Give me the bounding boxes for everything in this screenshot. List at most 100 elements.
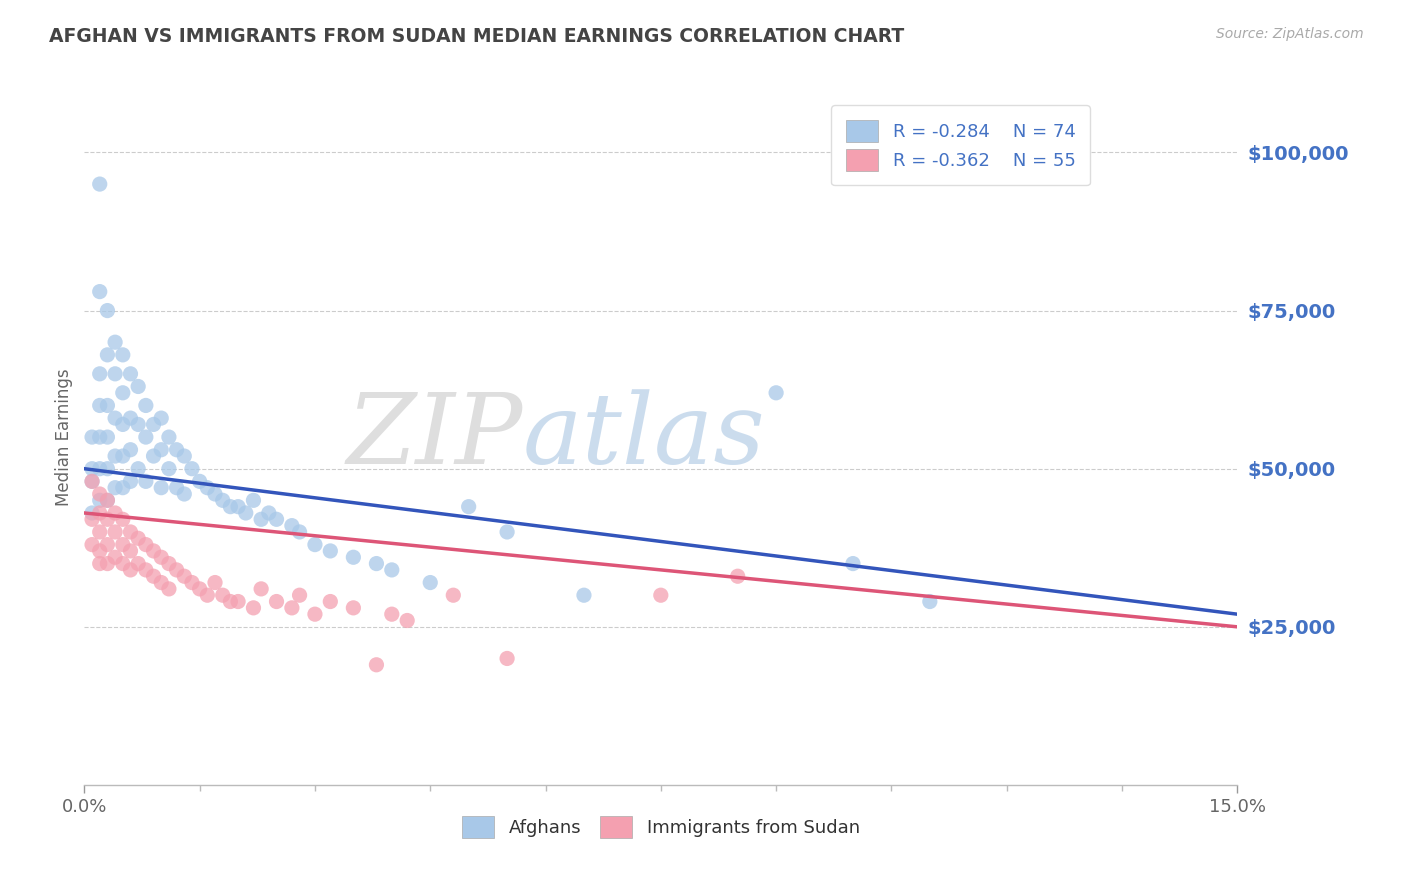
Point xyxy=(195,481,218,495)
Point xyxy=(80,461,103,475)
Point xyxy=(304,607,326,622)
Point xyxy=(150,481,173,495)
Point xyxy=(166,442,188,457)
Point xyxy=(219,594,242,608)
Point xyxy=(918,594,941,608)
Point xyxy=(195,588,218,602)
Point xyxy=(342,600,364,615)
Point xyxy=(96,430,118,444)
Point xyxy=(226,594,249,608)
Point xyxy=(572,588,595,602)
Point xyxy=(89,524,111,539)
Point xyxy=(157,557,180,571)
Point xyxy=(727,569,749,583)
Point xyxy=(89,285,111,299)
Point xyxy=(89,430,111,444)
Point xyxy=(135,563,157,577)
Point xyxy=(457,500,479,514)
Point xyxy=(204,487,226,501)
Point xyxy=(342,550,364,565)
Point xyxy=(142,449,165,463)
Point xyxy=(96,493,118,508)
Text: ZIP: ZIP xyxy=(346,390,523,484)
Point xyxy=(127,531,149,545)
Point xyxy=(89,487,111,501)
Point xyxy=(120,524,142,539)
Point xyxy=(104,367,127,381)
Point xyxy=(765,385,787,400)
Point xyxy=(166,563,188,577)
Point xyxy=(111,557,134,571)
Point xyxy=(96,538,118,552)
Point xyxy=(96,303,118,318)
Point xyxy=(111,417,134,432)
Point xyxy=(120,442,142,457)
Legend: Afghans, Immigrants from Sudan: Afghans, Immigrants from Sudan xyxy=(447,802,875,853)
Point xyxy=(157,430,180,444)
Point xyxy=(142,544,165,558)
Point xyxy=(127,557,149,571)
Point xyxy=(104,449,127,463)
Point xyxy=(381,563,404,577)
Point xyxy=(120,411,142,425)
Point xyxy=(396,614,419,628)
Point xyxy=(211,493,233,508)
Point xyxy=(80,430,103,444)
Point xyxy=(89,367,111,381)
Point xyxy=(135,430,157,444)
Point xyxy=(173,487,195,501)
Point xyxy=(96,512,118,526)
Point xyxy=(111,385,134,400)
Point xyxy=(496,651,519,665)
Point xyxy=(111,512,134,526)
Point xyxy=(250,582,273,596)
Point xyxy=(235,506,257,520)
Point xyxy=(242,493,264,508)
Point xyxy=(120,367,142,381)
Point xyxy=(226,500,249,514)
Point xyxy=(104,481,127,495)
Point xyxy=(80,475,103,489)
Point xyxy=(120,563,142,577)
Point xyxy=(150,550,173,565)
Point xyxy=(111,449,134,463)
Point xyxy=(266,594,288,608)
Point xyxy=(104,524,127,539)
Point xyxy=(142,569,165,583)
Point xyxy=(150,575,173,590)
Point xyxy=(419,575,441,590)
Y-axis label: Median Earnings: Median Earnings xyxy=(55,368,73,506)
Point xyxy=(250,512,273,526)
Point xyxy=(135,538,157,552)
Point xyxy=(120,544,142,558)
Point xyxy=(181,575,204,590)
Point xyxy=(173,569,195,583)
Point xyxy=(111,348,134,362)
Point xyxy=(96,493,118,508)
Point xyxy=(650,588,672,602)
Point xyxy=(173,449,195,463)
Point xyxy=(89,461,111,475)
Point xyxy=(80,475,103,489)
Point xyxy=(496,524,519,539)
Point xyxy=(319,594,342,608)
Point xyxy=(111,481,134,495)
Point xyxy=(96,399,118,413)
Point xyxy=(204,575,226,590)
Point xyxy=(281,600,304,615)
Point xyxy=(135,399,157,413)
Point xyxy=(842,557,865,571)
Point xyxy=(104,550,127,565)
Point xyxy=(288,588,311,602)
Point xyxy=(166,481,188,495)
Point xyxy=(381,607,404,622)
Point xyxy=(211,588,233,602)
Point xyxy=(266,512,288,526)
Point xyxy=(150,411,173,425)
Point xyxy=(89,493,111,508)
Point xyxy=(257,506,280,520)
Point xyxy=(319,544,342,558)
Point xyxy=(157,582,180,596)
Point xyxy=(127,379,149,393)
Point xyxy=(104,506,127,520)
